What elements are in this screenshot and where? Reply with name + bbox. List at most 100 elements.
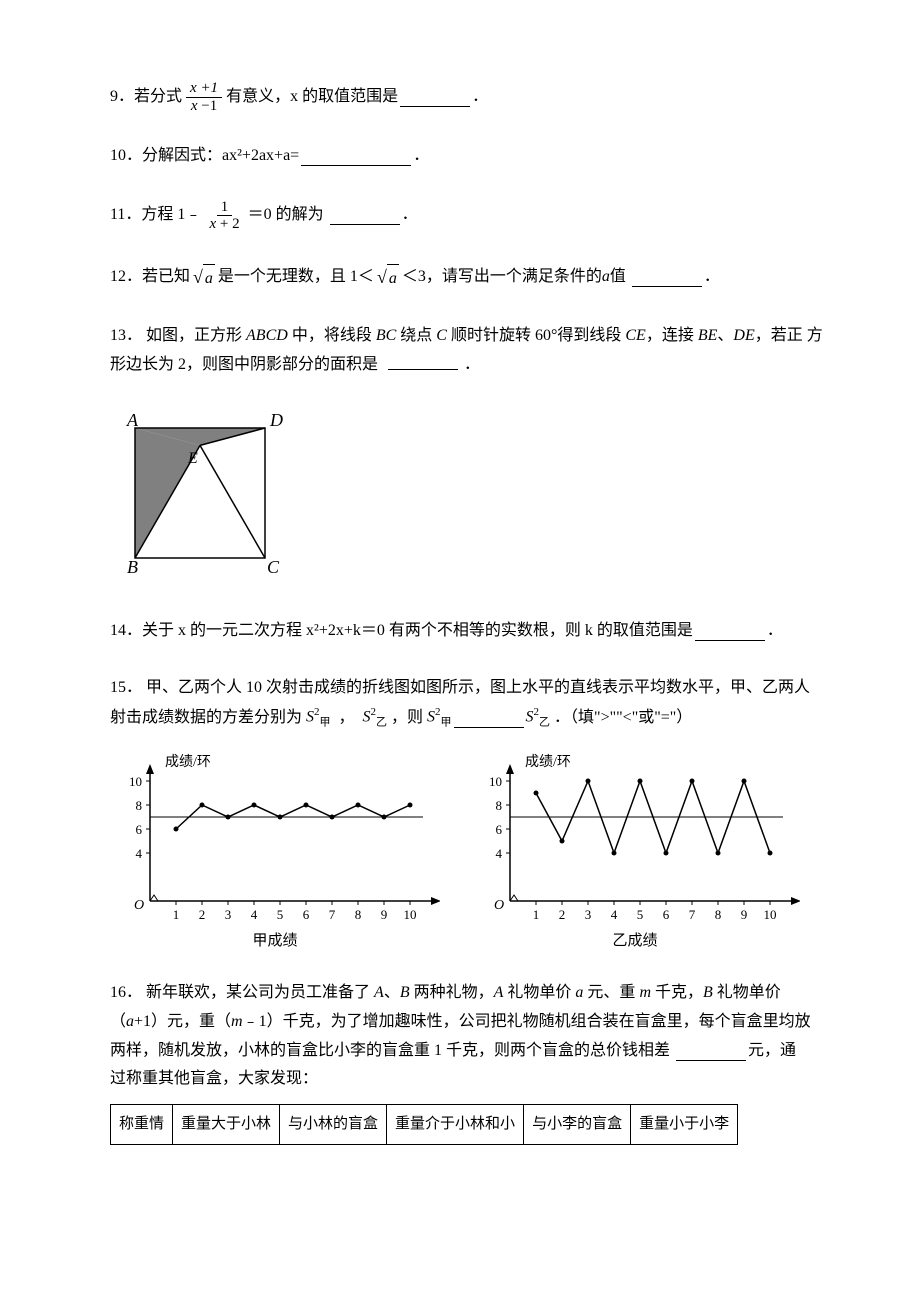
q13-label-e: E xyxy=(187,450,198,467)
q13-abcd: ABCD xyxy=(246,327,288,344)
q11-text2: ＝0 的解为 xyxy=(248,201,324,230)
q16-th-2: 与小林的盲盒 xyxy=(280,1105,387,1145)
q16-table-header-row: 称重情 重量大于小林 与小林的盲盒 重量介于小林和小 与小李的盲盒 重量小于小李 xyxy=(111,1105,738,1145)
svg-text:成绩/环: 成绩/环 xyxy=(165,754,211,770)
q9-number: 9． xyxy=(110,83,134,112)
q10-text1: 分解因式：ax²+2ax+a= xyxy=(142,142,299,171)
q15-blank xyxy=(454,708,524,727)
q15-s-yi-1: S2乙 xyxy=(363,703,388,733)
svg-text:5: 5 xyxy=(277,907,284,922)
q12-text5: ． xyxy=(704,263,720,292)
svg-text:5: 5 xyxy=(637,907,644,922)
q16-blank xyxy=(676,1041,746,1060)
q16-number: 16． xyxy=(110,984,142,1001)
svg-text:1: 1 xyxy=(173,907,180,922)
svg-text:4: 4 xyxy=(251,907,258,922)
q13-number: 13． xyxy=(110,327,142,344)
q13-c: C xyxy=(436,327,447,344)
q13-shade-abe xyxy=(135,428,200,558)
q13-label-b: B xyxy=(127,557,138,577)
question-12: 12． 若已知 √a 是一个无理数，且 1＜ √a ＜3，请写出一个满足条件的 … xyxy=(110,261,830,294)
q15-chart-yi: 成绩/环O4681012345678910次乙成绩 xyxy=(470,751,800,951)
svg-text:O: O xyxy=(494,898,504,913)
q15-l2p1: 射击成绩数据的方差分别为 xyxy=(110,704,302,733)
q14-blank xyxy=(695,622,765,641)
question-14: 14． 关于 x 的一元二次方程 x²+2x+k＝0 有两个不相等的实数根，则 … xyxy=(110,617,830,646)
q14-number: 14． xyxy=(110,617,142,646)
q13-l1p2: 中，将线段 xyxy=(288,327,376,344)
svg-text:4: 4 xyxy=(611,907,618,922)
svg-text:6: 6 xyxy=(663,907,670,922)
q10-text2: ． xyxy=(413,142,429,171)
svg-text:6: 6 xyxy=(136,822,143,837)
q13-be: BE xyxy=(698,327,718,344)
question-11: 11． 方程 1﹣ 1 x + 2 ＝0 的解为 ． xyxy=(110,199,830,233)
svg-text:乙成绩: 乙成绩 xyxy=(612,932,657,949)
q13-figure: A D B C E xyxy=(110,398,830,589)
svg-text:10: 10 xyxy=(129,774,142,789)
q12-sqrt2: √a xyxy=(377,261,399,294)
svg-text:9: 9 xyxy=(741,907,748,922)
q11-frac-num: 1 xyxy=(217,199,233,217)
svg-text:3: 3 xyxy=(225,907,232,922)
q12-text3: ＜3，请写出一个满足条件的 xyxy=(402,263,602,292)
svg-text:2: 2 xyxy=(199,907,206,922)
q12-a-var: a xyxy=(602,263,610,292)
svg-text:6: 6 xyxy=(496,822,503,837)
q16-th-1: 重量大于小林 xyxy=(173,1105,280,1145)
q10-number: 10． xyxy=(110,142,142,171)
q13-blank xyxy=(388,350,458,369)
svg-text:10: 10 xyxy=(764,907,777,922)
q11-fraction: 1 x + 2 xyxy=(205,199,243,233)
q13-l1p4: 顺时针旋转 60°得到线段 xyxy=(447,327,625,344)
svg-text:7: 7 xyxy=(329,907,336,922)
svg-text:4: 4 xyxy=(496,846,503,861)
q9-text1: 若分式 xyxy=(134,83,182,112)
q13-line-ce xyxy=(200,446,265,559)
q11-blank xyxy=(330,206,400,225)
q13-l1p3: 绕点 xyxy=(396,327,436,344)
q15-number: 15． xyxy=(110,679,142,696)
q16-th-5: 重量小于小李 xyxy=(631,1105,738,1145)
q11-text3: ． xyxy=(402,201,418,230)
q13-label-c: C xyxy=(267,557,280,577)
svg-text:8: 8 xyxy=(715,907,722,922)
q13-l1p1: 如图，正方形 xyxy=(146,327,246,344)
svg-text:8: 8 xyxy=(355,907,362,922)
q14-text1: 关于 x 的一元二次方程 x²+2x+k＝0 有两个不相等的实数根，则 k 的取… xyxy=(142,617,693,646)
q11-text1: 方程 1﹣ xyxy=(141,201,201,230)
q15-l2p3: ，则 xyxy=(391,704,423,733)
svg-text:7: 7 xyxy=(689,907,696,922)
svg-text:8: 8 xyxy=(136,798,143,813)
q12-number: 12． xyxy=(110,263,142,292)
q9-text3: ． xyxy=(472,83,488,112)
q13-dot: 、 xyxy=(717,327,733,344)
svg-text:O: O xyxy=(134,898,144,913)
q13-label-d: D xyxy=(269,410,283,430)
q9-frac-den: x −1 xyxy=(187,98,221,115)
question-13: 13． 如图，正方形 ABCD 中，将线段 B C 绕点 C 顺时针旋转 60°得… xyxy=(110,322,830,590)
q16-th-0: 称重情 xyxy=(111,1105,173,1145)
q16-th-3: 重量介于小林和小 xyxy=(387,1105,524,1145)
svg-text:2: 2 xyxy=(559,907,566,922)
svg-text:8: 8 xyxy=(496,798,503,813)
q9-blank xyxy=(400,87,470,106)
svg-text:10: 10 xyxy=(404,907,417,922)
svg-text:10: 10 xyxy=(489,774,502,789)
q16-l1p1: 新年联欢，某公司为员工准备了 xyxy=(146,984,374,1001)
q12-text4: 值 xyxy=(610,263,626,292)
q11-frac-den: x + 2 xyxy=(205,216,243,233)
question-16: 16． 新年联欢，某公司为员工准备了 A、B 两种礼物，A 礼物单价 a 元、重… xyxy=(110,979,830,1145)
q9-text2: 有意义，x 的取值范围是 xyxy=(226,83,398,112)
q12-text2: 是一个无理数，且 1＜ xyxy=(218,263,374,292)
q13-label-a: A xyxy=(126,410,139,430)
q14-text2: ． xyxy=(767,617,783,646)
q15-s-yi-2: S2乙 xyxy=(526,703,551,733)
svg-text:6: 6 xyxy=(303,907,310,922)
q10-blank xyxy=(301,147,411,166)
q13-l1p5: ，连接 xyxy=(646,327,698,344)
svg-text:甲成绩: 甲成绩 xyxy=(252,932,297,949)
q12-text1: 若已知 xyxy=(142,263,190,292)
q12-blank xyxy=(632,268,702,287)
q15-l2p4: ．（填">""<"或"="） xyxy=(554,704,692,733)
